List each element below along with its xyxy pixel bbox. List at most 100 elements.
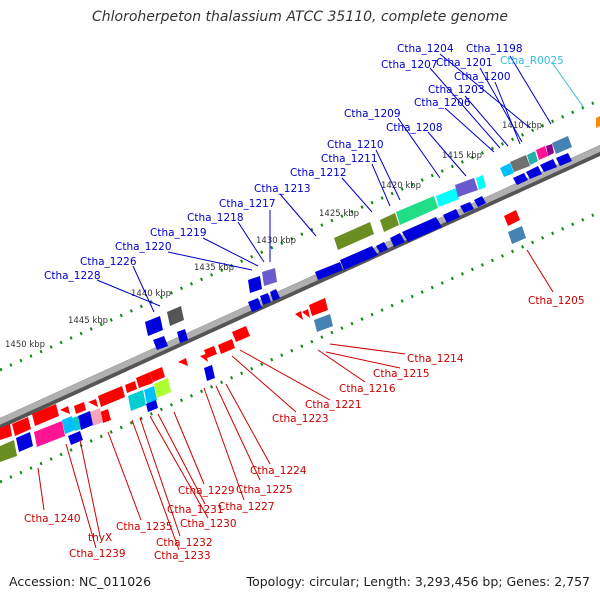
- gene-feature: [504, 210, 520, 226]
- label-ctha-1216[interactable]: Ctha_1216: [339, 383, 396, 395]
- gene-feature: [218, 339, 235, 354]
- gene-feature: [526, 166, 542, 179]
- gene-feature: [262, 268, 277, 286]
- gene-feature: [167, 306, 184, 326]
- genome-summary-footer: Topology: circular; Length: 3,293,456 bp…: [246, 574, 590, 589]
- kbp-1430: 1430 kbp: [256, 236, 296, 246]
- label-ctha-1217[interactable]: Ctha_1217: [219, 198, 276, 210]
- accession-label: Accession:: [9, 574, 76, 589]
- label-thyx[interactable]: thyX: [88, 532, 112, 544]
- length-value: 3,293,456 bp: [414, 574, 499, 589]
- gene-feature: [0, 440, 17, 462]
- gene-feature: [309, 298, 328, 316]
- gene-feature: [150, 367, 165, 382]
- gene-feature: [270, 289, 280, 301]
- gene-feature: [390, 233, 405, 247]
- gene-feature: [177, 329, 188, 343]
- label-ctha-1235[interactable]: Ctha_1235: [116, 521, 173, 533]
- label-ctha-1225[interactable]: Ctha_1225: [236, 484, 293, 496]
- forward-genes: [145, 116, 600, 350]
- gene-feature: [314, 314, 333, 332]
- label-ctha-1205[interactable]: Ctha_1205: [528, 295, 585, 307]
- label-ctha-1239[interactable]: Ctha_1239: [69, 548, 126, 560]
- label-ctha-1213[interactable]: Ctha_1213: [254, 183, 311, 195]
- gene-feature: [476, 175, 486, 190]
- label-ctha-1219[interactable]: Ctha_1219: [150, 227, 207, 239]
- gene-feature: [380, 213, 399, 232]
- genes-label: Genes:: [506, 574, 551, 589]
- label-ctha-r0025[interactable]: Ctha_R0025: [500, 55, 564, 67]
- gene-feature: [60, 406, 70, 414]
- label-ctha-1209[interactable]: Ctha_1209: [344, 108, 401, 120]
- label-ctha-1207[interactable]: Ctha_1207: [381, 59, 438, 71]
- label-ctha-1240[interactable]: Ctha_1240: [24, 513, 81, 525]
- label-ctha-1218[interactable]: Ctha_1218: [187, 212, 244, 224]
- gene-feature: [510, 155, 530, 172]
- label-ctha-1223[interactable]: Ctha_1223: [272, 413, 329, 425]
- topology-value: circular: [309, 574, 356, 589]
- label-ctha-1211[interactable]: Ctha_1211: [321, 153, 378, 165]
- label-ctha-1227[interactable]: Ctha_1227: [218, 501, 275, 513]
- gene-feature: [513, 173, 528, 185]
- label-ctha-1198[interactable]: Ctha_1198: [466, 43, 523, 55]
- label-ctha-1208[interactable]: Ctha_1208: [386, 122, 443, 134]
- reverse-labels: Ctha_1205 Ctha_1214 Ctha_1215 Ctha_1216 …: [24, 295, 585, 562]
- label-ctha-1206[interactable]: Ctha_1206: [414, 97, 471, 109]
- label-ctha-1233[interactable]: Ctha_1233: [154, 550, 211, 562]
- label-ctha-1214[interactable]: Ctha_1214: [407, 353, 464, 365]
- kbp-1425: 1425 kbp: [319, 209, 359, 219]
- kbp-1450: 1450 kbp: [5, 340, 45, 350]
- gene-feature: [295, 311, 303, 320]
- gene-feature: [74, 402, 86, 414]
- gene-feature: [376, 242, 388, 253]
- kbp-1435: 1435 kbp: [194, 263, 234, 273]
- gene-feature: [315, 262, 343, 280]
- gene-feature: [260, 293, 271, 305]
- reverse-tick-track: [0, 210, 600, 484]
- gene-feature: [536, 146, 548, 160]
- label-ctha-1232[interactable]: Ctha_1232: [156, 537, 213, 549]
- label-ctha-1224[interactable]: Ctha_1224: [250, 465, 307, 477]
- label-ctha-1201[interactable]: Ctha_1201: [436, 57, 493, 69]
- gene-feature: [200, 354, 208, 362]
- gene-feature: [248, 276, 262, 293]
- gene-feature: [145, 316, 163, 336]
- gene-feature: [340, 246, 378, 270]
- gene-feature: [443, 209, 460, 223]
- kbp-1410: 1410 kbp: [502, 121, 542, 131]
- label-ctha-1226[interactable]: Ctha_1226: [80, 256, 137, 268]
- gene-feature: [90, 408, 103, 426]
- label-ctha-1221[interactable]: Ctha_1221: [305, 399, 362, 411]
- gene-feature: [232, 326, 250, 342]
- gene-feature: [88, 399, 98, 407]
- label-ctha-1215[interactable]: Ctha_1215: [373, 368, 430, 380]
- gene-feature: [100, 409, 111, 423]
- label-ctha-1203[interactable]: Ctha_1203: [428, 84, 485, 96]
- gene-feature: [248, 298, 262, 312]
- gene-feature: [146, 400, 158, 412]
- gene-feature: [178, 358, 188, 366]
- label-ctha-1212[interactable]: Ctha_1212: [290, 167, 347, 179]
- gene-feature: [546, 144, 554, 156]
- gene-feature: [396, 196, 438, 225]
- label-ctha-1229[interactable]: Ctha_1229: [178, 485, 235, 497]
- label-ctha-1210[interactable]: Ctha_1210: [327, 139, 384, 151]
- label-ctha-1228[interactable]: Ctha_1228: [44, 270, 101, 282]
- label-ctha-1220[interactable]: Ctha_1220: [115, 241, 172, 253]
- gene-feature: [68, 431, 83, 445]
- label-ctha-1204[interactable]: Ctha_1204: [397, 43, 454, 55]
- length-label: Length:: [363, 574, 411, 589]
- reverse-leader-lines: [37, 249, 554, 551]
- gene-feature: [12, 417, 31, 436]
- gene-feature: [153, 336, 168, 350]
- map-title: Chloroherpeton thalassium ATCC 35110, co…: [92, 9, 508, 25]
- gene-feature: [154, 378, 171, 398]
- label-ctha-1231[interactable]: Ctha_1231: [167, 504, 224, 516]
- gene-feature: [302, 309, 310, 318]
- gene-feature: [556, 153, 572, 166]
- label-ctha-1230[interactable]: Ctha_1230: [180, 518, 237, 530]
- gene-feature: [455, 178, 478, 197]
- label-ctha-1200[interactable]: Ctha_1200: [454, 71, 511, 83]
- gene-feature: [500, 163, 514, 177]
- reverse-genes: [0, 210, 526, 462]
